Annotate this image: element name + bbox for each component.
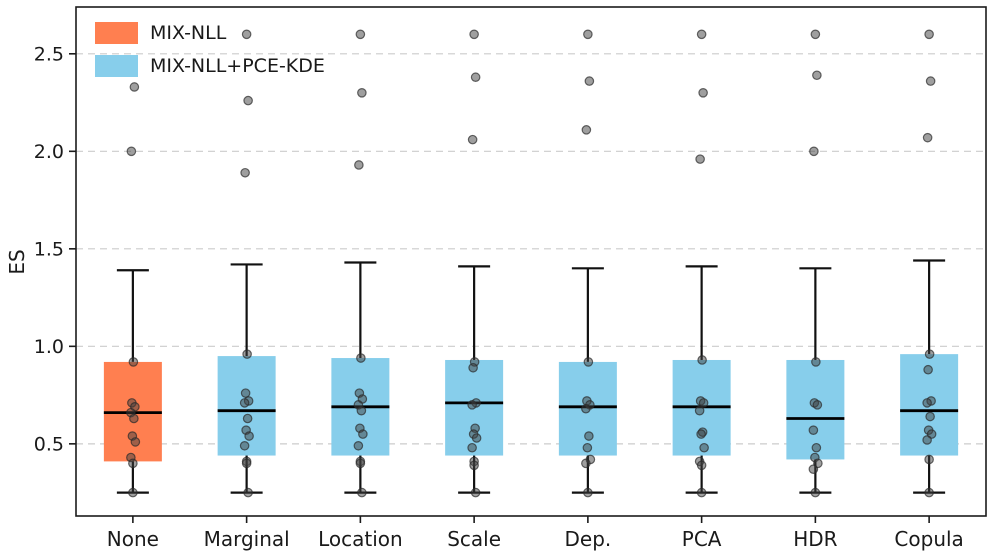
data-point-location (356, 405, 367, 416)
data-point-pca (696, 29, 707, 40)
legend-label-mix-nll-pce-kde: MIX-NLL+PCE-KDE (150, 55, 325, 77)
data-point-dep (581, 125, 592, 135)
data-point-dep (583, 29, 593, 40)
data-point-pca (696, 487, 707, 498)
x-tick-label-copula: Copula (894, 527, 963, 551)
y-axis-label: ES (5, 249, 29, 274)
data-point-hdr (810, 29, 821, 40)
data-point-marginal (243, 487, 253, 498)
data-point-location (358, 429, 368, 439)
box-hdr (786, 359, 845, 460)
legend-item-mix-nll: MIX-NLL (95, 22, 325, 44)
x-tick-label-pca: PCA (682, 527, 722, 551)
data-point-pca (696, 460, 707, 471)
data-point-pca (696, 429, 706, 439)
legend-swatch-mix-nll-pce-kde (95, 55, 138, 77)
y-tick-label-1.0: 1.0 (34, 336, 64, 358)
data-point-dep (584, 76, 595, 86)
data-point-marginal (239, 440, 250, 451)
data-point-hdr (811, 442, 822, 453)
data-point-copula (924, 349, 935, 359)
data-point-scale (467, 442, 477, 453)
legend-item-mix-nll-pce-kde: MIX-NLL+PCE-KDE (95, 55, 325, 77)
data-point-copula (925, 411, 935, 422)
data-point-copula (922, 435, 932, 445)
data-point-marginal (243, 95, 253, 106)
data-point-location (357, 487, 367, 498)
data-point-hdr (810, 487, 821, 498)
data-point-scale (469, 29, 479, 40)
data-point-copula (924, 487, 934, 498)
data-point-none (128, 487, 138, 498)
x-tick-label-dep: Dep. (564, 527, 611, 551)
data-point-location (354, 160, 364, 170)
data-point-hdr (812, 400, 823, 410)
data-point-dep (582, 442, 593, 453)
legend-swatch-mix-nll (95, 22, 138, 44)
data-point-pca (699, 442, 709, 453)
data-point-scale (470, 72, 481, 83)
data-point-hdr (808, 464, 819, 474)
legend: MIX-NLL MIX-NLL+PCE-KDE (95, 22, 325, 77)
y-tick-label-2.0: 2.0 (34, 141, 64, 163)
data-point-marginal (241, 29, 252, 40)
plot-frame (75, 6, 987, 517)
data-point-marginal (240, 167, 250, 178)
data-point-copula (924, 454, 934, 465)
data-point-hdr (811, 357, 821, 367)
data-point-dep (584, 431, 594, 441)
y-tick-label-2.5: 2.5 (34, 43, 64, 65)
data-point-copula (923, 364, 933, 375)
data-point-location (355, 29, 366, 40)
data-point-location (357, 88, 367, 98)
data-point-none (129, 82, 140, 92)
data-point-pca (695, 154, 705, 164)
data-point-scale (470, 487, 481, 498)
data-point-pca (694, 405, 705, 416)
data-point-marginal (241, 458, 252, 469)
data-point-location (355, 458, 366, 469)
data-point-copula (922, 132, 933, 143)
data-point-none (126, 146, 137, 157)
data-point-location (353, 440, 364, 451)
legend-label-mix-nll: MIX-NLL (150, 22, 227, 44)
data-point-scale (471, 433, 482, 443)
data-point-marginal (239, 398, 250, 408)
data-point-none (130, 437, 141, 447)
data-point-marginal (240, 388, 251, 398)
data-point-none (129, 413, 139, 424)
x-tick-label-scale: Scale (447, 527, 501, 551)
data-point-dep (581, 458, 591, 469)
data-point-scale (467, 134, 478, 145)
y-tick-label-0.5: 0.5 (34, 433, 64, 455)
x-tick-label-marginal: Marginal (204, 527, 290, 551)
data-point-pca (698, 398, 709, 408)
data-point-none (128, 357, 139, 367)
data-point-dep (583, 487, 593, 498)
data-point-hdr (812, 70, 822, 81)
x-tick-label-hdr: HDR (793, 527, 837, 551)
data-point-copula (922, 398, 932, 408)
x-tick-label-location: Location (318, 527, 403, 551)
data-point-marginal (242, 349, 252, 359)
data-point-none (128, 458, 138, 469)
data-point-hdr (809, 146, 819, 157)
data-point-scale (468, 362, 478, 373)
data-point-hdr (808, 425, 819, 435)
data-point-marginal (242, 413, 253, 424)
data-point-copula (925, 76, 936, 86)
x-tick-label-none: None (107, 527, 159, 551)
data-point-dep (583, 357, 594, 367)
data-point-pca (698, 88, 708, 98)
data-point-copula (924, 29, 934, 40)
data-point-marginal (244, 431, 254, 441)
data-point-pca (697, 355, 707, 365)
data-point-location (356, 353, 366, 363)
data-point-scale (469, 460, 479, 471)
data-point-scale (467, 400, 477, 410)
y-tick-label-1.5: 1.5 (34, 238, 64, 260)
data-point-dep (581, 403, 591, 414)
